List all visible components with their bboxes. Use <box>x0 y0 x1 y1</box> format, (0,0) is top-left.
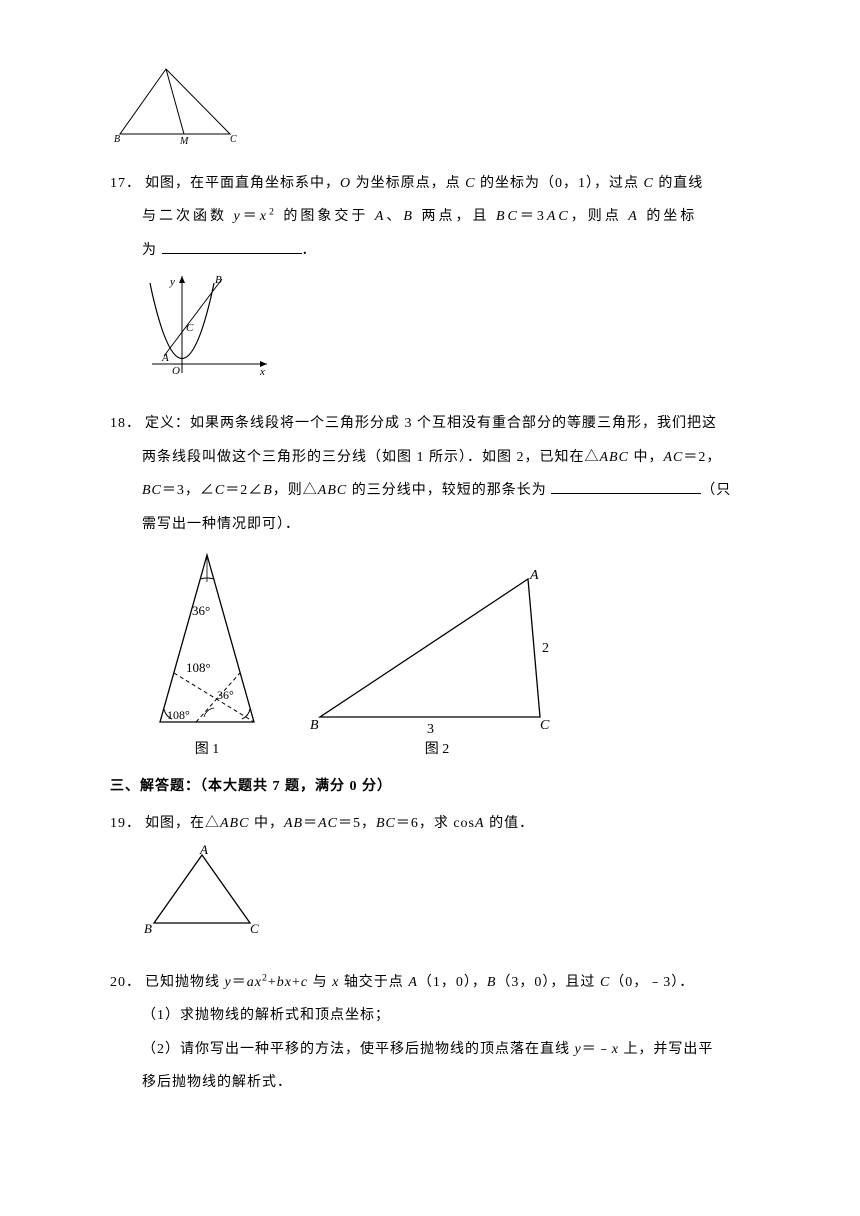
svg-text:A: A <box>199 845 208 857</box>
p20-sub1: （1）求抛物线的解析式和顶点坐标； <box>142 1008 390 1023</box>
svg-text:108°: 108° <box>186 660 211 675</box>
svg-text:A: A <box>529 568 539 583</box>
fig-18-1: 36° 108° 36° 108° 图 1 <box>142 547 272 761</box>
problem-17: 17．如图，在平面直角坐标系中，O 为坐标原点，点 C 的坐标为（0，1），过点… <box>110 167 770 399</box>
svg-text:36°: 36° <box>192 603 210 618</box>
problem-17-num: 17． <box>110 176 141 191</box>
problem-18: 18．定义：如果两条线段将一个三角形分成 3 个互相没有重合部分的等腰三角形，我… <box>110 407 770 762</box>
svg-text:C: C <box>186 322 194 334</box>
svg-text:C: C <box>540 718 550 733</box>
svg-text:C: C <box>230 134 237 145</box>
fig-17-graph: B C A O x y <box>110 271 272 381</box>
problem-20-num: 20． <box>110 975 141 990</box>
svg-text:x: x <box>259 366 265 378</box>
svg-text:108°: 108° <box>167 708 190 722</box>
blank-18 <box>551 479 701 494</box>
fig-18-1-caption: 图 1 <box>142 739 272 761</box>
svg-text:C: C <box>250 921 259 936</box>
problem-20: 20．已知抛物线 y＝ax2+bx+c 与 x 轴交于点 A（1，0），B（3，… <box>110 966 770 1100</box>
svg-text:M: M <box>179 136 189 147</box>
svg-text:36°: 36° <box>217 688 234 702</box>
blank-17 <box>162 239 302 254</box>
svg-text:B: B <box>114 134 120 145</box>
fig-18-row: 36° 108° 36° 108° 图 1 A B C 2 3 图 2 <box>142 547 770 761</box>
svg-text:B: B <box>144 921 152 936</box>
svg-text:y: y <box>169 276 175 288</box>
fig-18-2-caption: 图 2 <box>302 739 572 761</box>
svg-text:A: A <box>161 352 169 364</box>
fig-19: A B C <box>110 845 272 940</box>
section-3-header: 三、解答题：（本大题共 7 题，满分 0 分） <box>110 770 770 804</box>
problem-19-num: 19． <box>110 816 141 831</box>
svg-text:3: 3 <box>427 722 434 737</box>
fig-above-17: B M C <box>110 64 240 149</box>
svg-text:O: O <box>172 365 180 377</box>
svg-text:B: B <box>310 718 319 733</box>
svg-text:2: 2 <box>542 641 549 656</box>
problem-19: 19．如图，在△ABC 中，AB＝AC＝5，BC＝6，求 cosA 的值． A … <box>110 807 770 957</box>
svg-text:B: B <box>215 274 222 286</box>
problem-18-num: 18． <box>110 416 141 431</box>
fig-18-2: A B C 2 3 图 2 <box>302 567 572 761</box>
